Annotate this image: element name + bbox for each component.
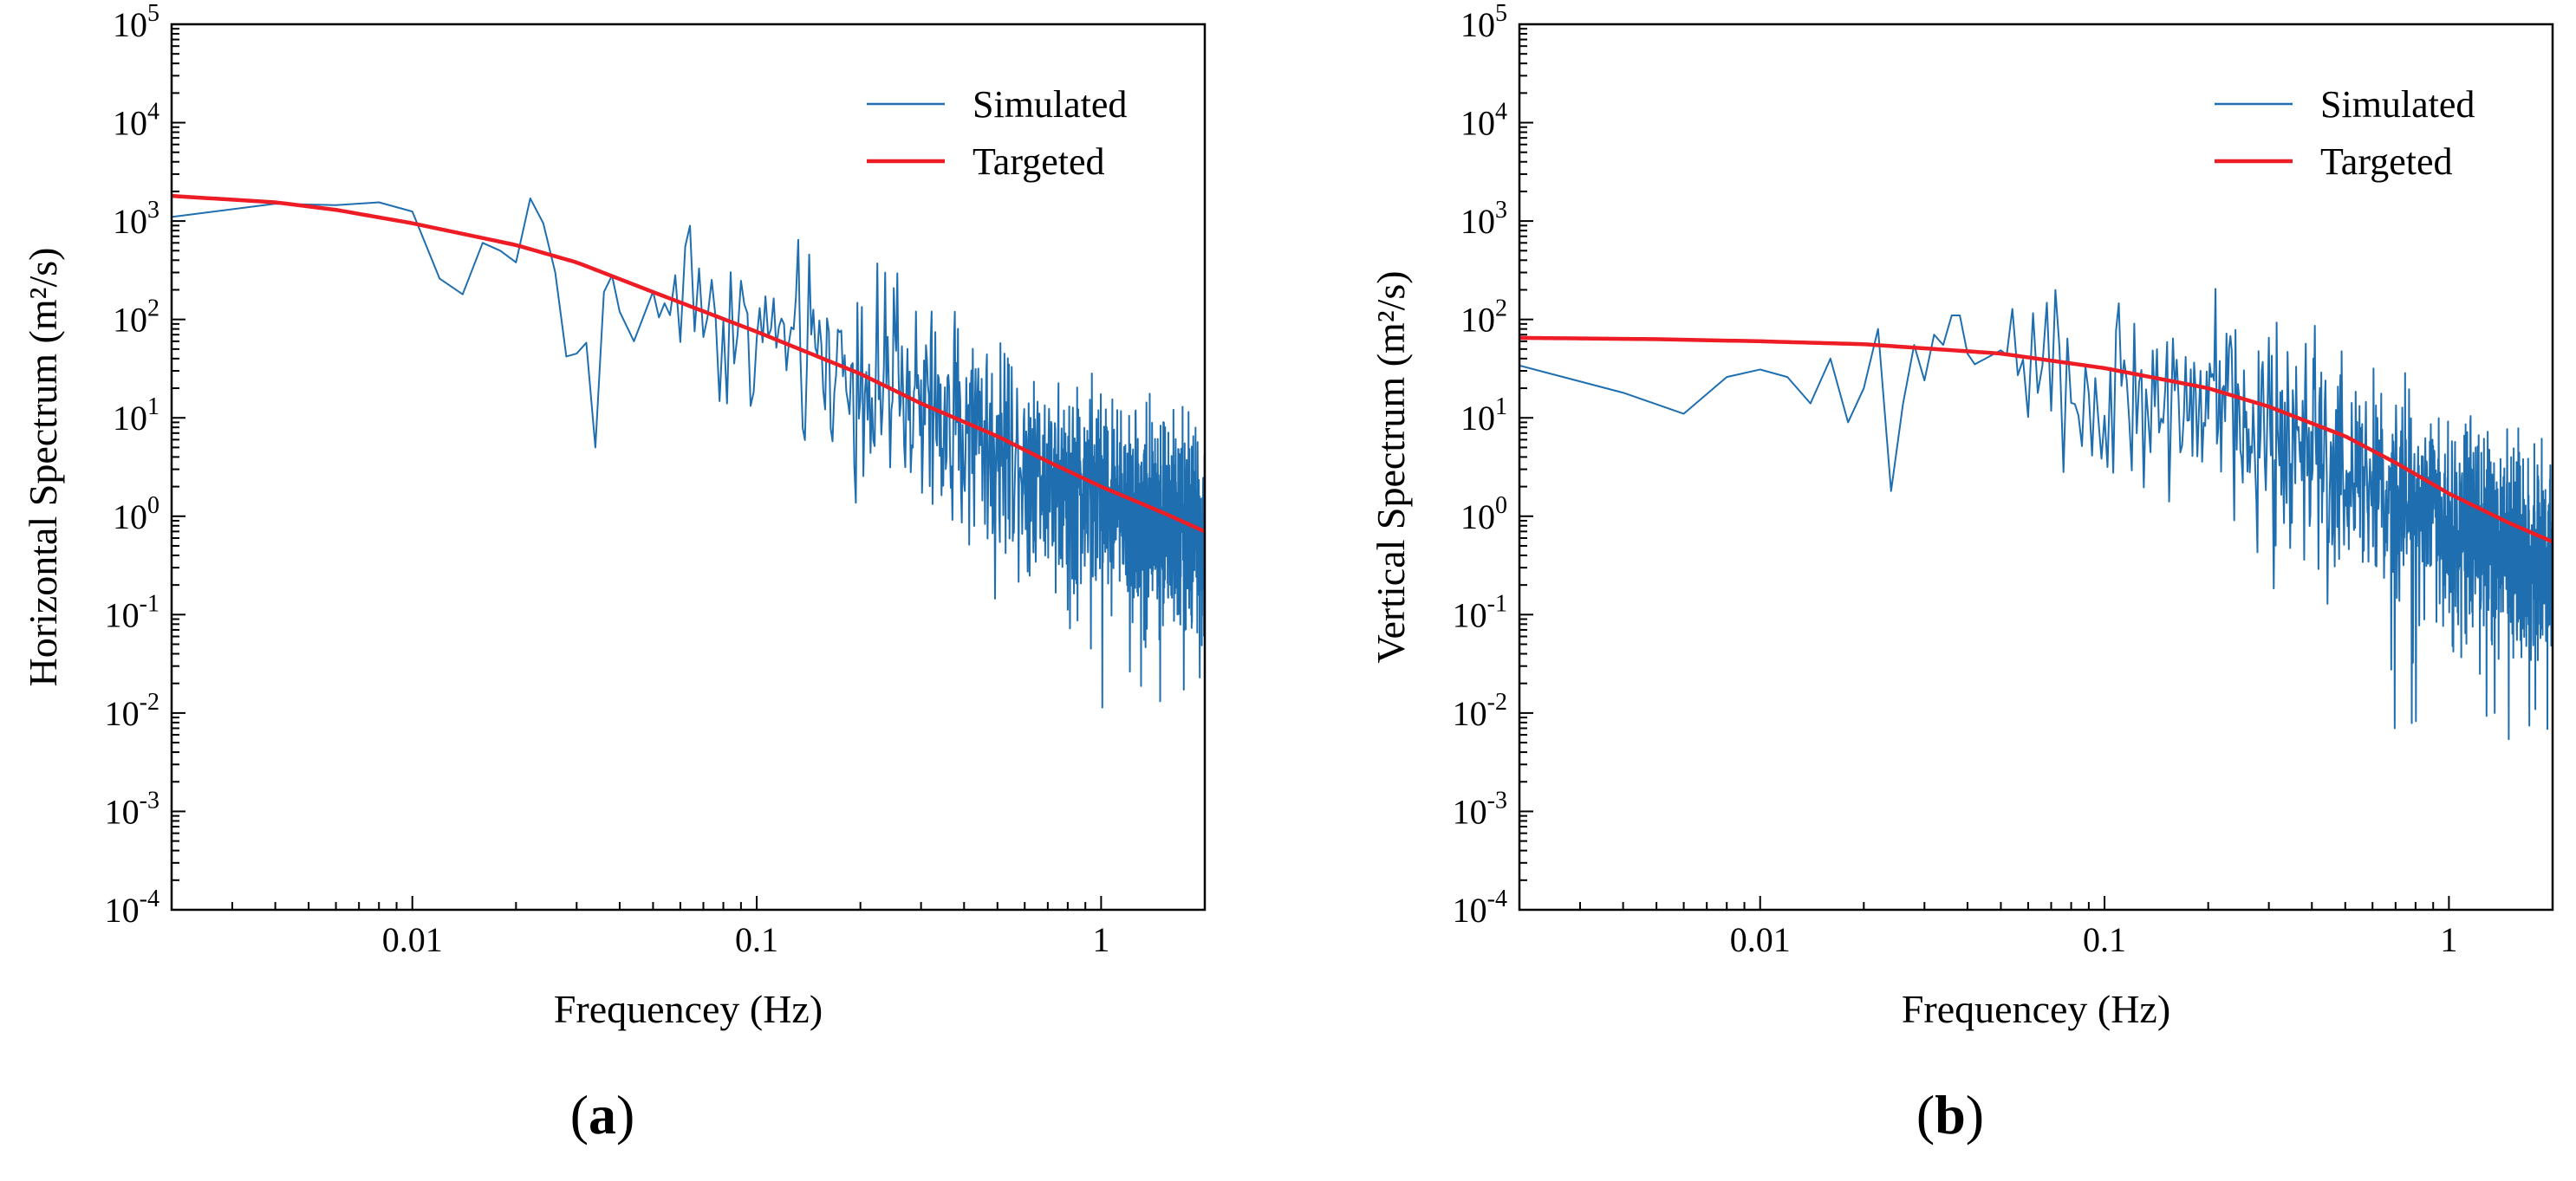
y-tick-label: 10-4 <box>1453 886 1507 930</box>
legend-label-simulated: Simulated <box>973 83 1127 126</box>
plot-frame <box>170 23 1207 912</box>
y-axis-title: Horizontal Spectrum (m²/s) <box>21 248 65 687</box>
legend-label-simulated: Simulated <box>2320 83 2475 126</box>
panel-label: (a) <box>570 1084 635 1145</box>
y-tick-label: 10-1 <box>105 590 159 634</box>
y-tick-label: 10-3 <box>105 787 159 831</box>
x-tick-label: 1 <box>1092 920 1109 959</box>
plot-frame <box>1518 23 2554 912</box>
y-tick-label: 10-4 <box>105 886 159 930</box>
legend-label-targeted: Targeted <box>2320 140 2452 183</box>
series-line-simulated <box>1519 288 2553 741</box>
y-tick-label: 101 <box>1460 393 1507 438</box>
series-line-targeted <box>1519 335 2553 544</box>
y-tick-label: 103 <box>1460 197 1507 241</box>
y-tick-label: 105 <box>1460 0 1507 44</box>
y-tick-label: 102 <box>113 295 159 340</box>
series-line-targeted <box>172 193 1205 534</box>
y-tick-label: 100 <box>113 492 159 536</box>
series-line-simulated <box>172 197 1205 709</box>
x-tick-label: 0.1 <box>2083 920 2126 959</box>
x-tick-label: 0.01 <box>1730 920 1791 959</box>
y-tick-label: 104 <box>1460 99 1507 143</box>
chart-panel-b: 0.01 0.1 1 10-4 10-3 10-2 10-1 100 101 102 103 104 1… <box>1369 0 2554 1145</box>
y-axis-title: Vertical Spectrum (m²/s) <box>1369 270 1413 663</box>
x-axis-title: Frequencey (Hz) <box>1902 987 2170 1031</box>
y-tick-label: 101 <box>113 393 159 438</box>
y-tick-label: 10-1 <box>1453 590 1507 634</box>
panel-label: (b) <box>1916 1084 1984 1145</box>
x-tick-label: 0.1 <box>735 920 778 959</box>
y-tick-label: 10-3 <box>1453 787 1507 831</box>
y-tick-label: 10-2 <box>105 689 159 733</box>
y-tick-label: 104 <box>113 99 159 143</box>
x-tick-label: 1 <box>2440 920 2457 959</box>
y-tick-label: 10-2 <box>1453 689 1507 733</box>
y-tick-label: 105 <box>113 0 159 44</box>
y-tick-label: 102 <box>1460 295 1507 340</box>
x-tick-label: 0.01 <box>382 920 443 959</box>
chart-panel-a: 0.01 0.1 1 10-4 10-3 10-2 10-1 100 101 102 103 104 1… <box>21 0 1207 1145</box>
legend-label-targeted: Targeted <box>973 140 1104 183</box>
y-tick-label: 100 <box>1460 492 1507 536</box>
x-axis-title: Frequencey (Hz) <box>554 987 823 1031</box>
y-tick-label: 103 <box>113 197 159 241</box>
